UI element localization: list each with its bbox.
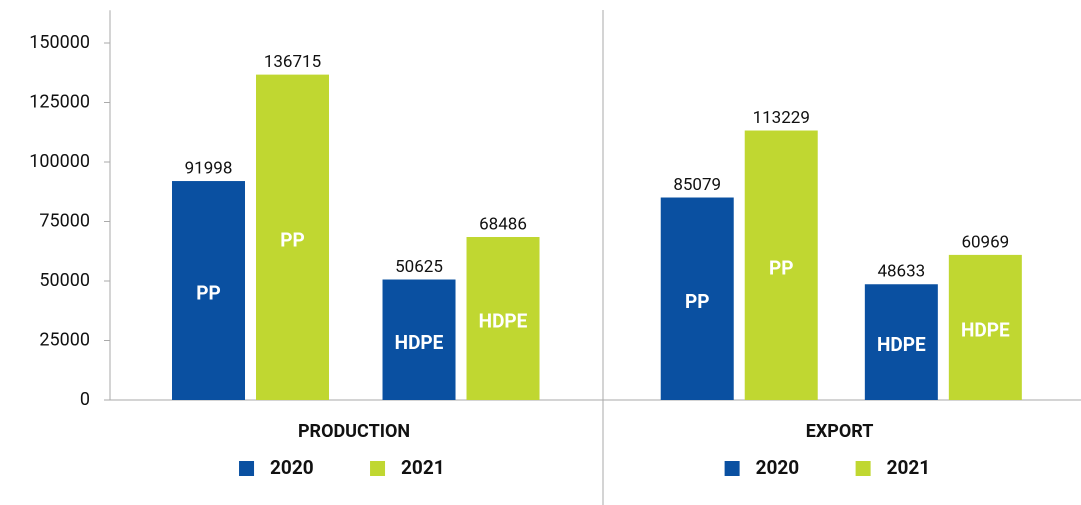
legend-label: 2021 bbox=[401, 456, 445, 479]
bar-category-label: HDPE bbox=[479, 310, 528, 333]
panel-title: EXPORT bbox=[806, 421, 874, 442]
bar-category-label: HDPE bbox=[395, 331, 444, 354]
bar bbox=[382, 279, 456, 400]
bar-category-label: PP bbox=[196, 282, 221, 305]
legend-label: 2020 bbox=[270, 456, 314, 479]
value-label: 113229 bbox=[753, 108, 810, 128]
bar bbox=[948, 254, 1022, 400]
value-label: 50625 bbox=[395, 257, 443, 277]
value-label: 91998 bbox=[185, 159, 233, 179]
bar-category-label: HDPE bbox=[961, 318, 1010, 341]
value-label: 68486 bbox=[479, 214, 527, 234]
y-tick-label: 50000 bbox=[39, 270, 90, 291]
bar-category-label: HDPE bbox=[877, 333, 926, 356]
bar bbox=[466, 237, 540, 400]
bar-category-label: PP bbox=[280, 228, 305, 251]
y-tick-label: 125000 bbox=[29, 91, 90, 112]
bar bbox=[172, 181, 246, 400]
legend-label: 2021 bbox=[887, 456, 931, 479]
legend-swatch bbox=[724, 461, 740, 476]
legend-swatch bbox=[239, 461, 255, 476]
y-tick-label: 25000 bbox=[39, 329, 90, 350]
bar-category-label: PP bbox=[769, 256, 794, 279]
value-label: 48633 bbox=[877, 262, 925, 282]
y-tick-label: 150000 bbox=[29, 32, 90, 53]
bar-category-label: PP bbox=[685, 290, 710, 313]
panel-title: PRODUCTION bbox=[298, 421, 410, 442]
value-label: 60969 bbox=[961, 232, 1009, 252]
bar bbox=[864, 284, 938, 400]
bar bbox=[256, 74, 330, 401]
value-label: 85079 bbox=[673, 175, 721, 195]
bar bbox=[660, 197, 734, 400]
bar bbox=[744, 130, 818, 400]
y-tick-label: 100000 bbox=[29, 151, 90, 172]
legend-swatch bbox=[855, 461, 871, 476]
legend-swatch bbox=[370, 461, 386, 476]
y-tick-label: 75000 bbox=[39, 210, 90, 231]
y-tick-label: 0 bbox=[80, 389, 90, 410]
value-label: 136715 bbox=[264, 52, 321, 72]
legend-label: 2020 bbox=[756, 456, 800, 479]
